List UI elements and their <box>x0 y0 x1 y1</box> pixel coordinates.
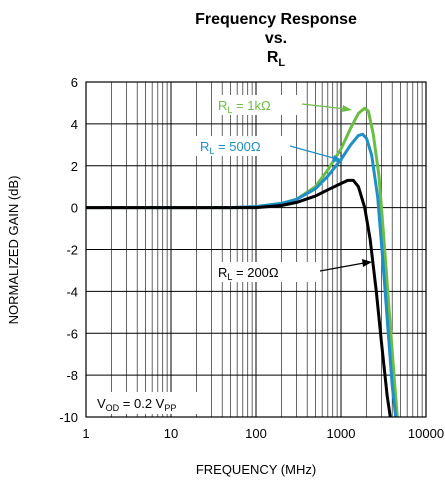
label-text-rl-500: RL = 500Ω <box>200 139 261 156</box>
label-box-rl-500 <box>196 136 290 156</box>
y-axis-title: NORMALIZED GAIN (dB) <box>6 176 21 325</box>
chart-title-line3: RL <box>267 49 286 69</box>
y-tick-label: 2 <box>71 159 78 174</box>
arrowhead-rl-1k <box>342 105 352 112</box>
arrow-rl-200 <box>319 262 365 272</box>
x-tick-labels: 1 10 100 1000 10000 <box>82 426 444 441</box>
y-tick-label: -8 <box>66 368 78 383</box>
x-tick-label: 100 <box>245 426 267 441</box>
y-tick-labels: 6 4 2 0 -2 -4 -6 -8 -10 <box>59 75 78 425</box>
title-l-subscript: L <box>278 57 285 69</box>
vod-annotation-text: VOD = 0.2 VPP <box>97 396 176 413</box>
arrowhead-rl-500 <box>332 155 343 162</box>
series-line-2 <box>86 178 392 418</box>
y-tick-label: 6 <box>71 75 78 90</box>
label-box-rl-200 <box>214 262 318 282</box>
y-tick-label: -6 <box>66 326 78 341</box>
arrowhead-rl-200 <box>362 259 372 267</box>
chart-title-line1: Frequency Response <box>195 11 357 28</box>
title-r: R <box>267 49 279 66</box>
plot-border <box>85 81 427 418</box>
chart-title-line2: vs. <box>265 30 287 47</box>
y-tick-label: -10 <box>59 410 78 425</box>
label-rl-1k: RL = 1kΩ <box>213 95 352 115</box>
x-axis-title: FREQUENCY (MHz) <box>196 462 316 477</box>
vod-annotation-box <box>90 392 208 414</box>
x-tick-label: 1 <box>82 426 89 441</box>
vod-annotation: VOD = 0.2 VPP <box>90 392 208 414</box>
y-tick-label: 0 <box>71 201 78 216</box>
label-box-rl-1k <box>213 95 301 115</box>
label-text-rl-200: RL = 200Ω <box>218 265 279 282</box>
y-tick-label: 4 <box>71 117 78 132</box>
label-rl-200: RL = 200Ω <box>214 259 372 282</box>
y-tick-label: -4 <box>66 284 78 299</box>
series-lines <box>86 106 399 418</box>
label-rl-500: RL = 500Ω <box>196 136 343 162</box>
series-line-1 <box>86 132 398 418</box>
arrow-rl-1k <box>301 103 347 110</box>
label-text-rl-1k: RL = 1kΩ <box>218 98 271 115</box>
arrow-rl-500 <box>289 145 338 160</box>
x-tick-label: 1000 <box>327 426 356 441</box>
x-tick-label: 10 <box>164 426 178 441</box>
x-tick-label: 10000 <box>408 426 444 441</box>
y-tick-label: -2 <box>66 243 78 258</box>
